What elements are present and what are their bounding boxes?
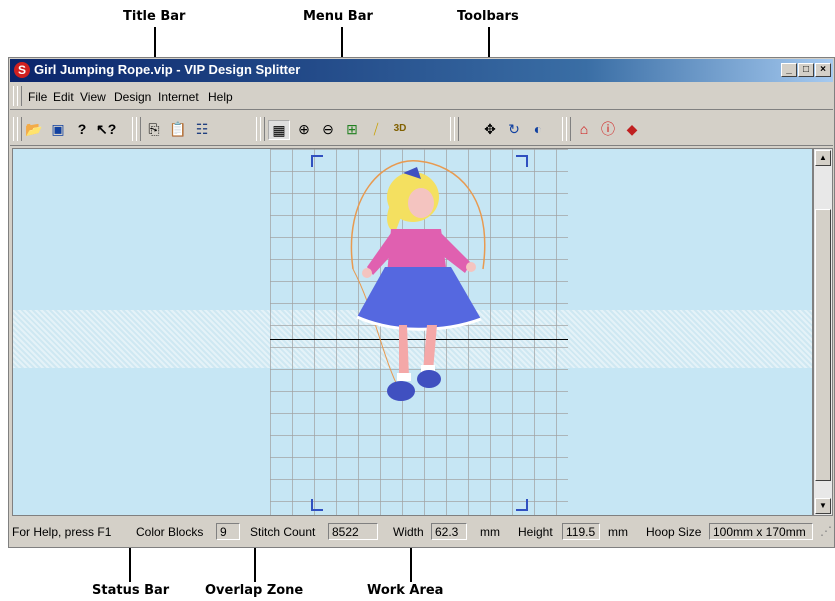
paste-icon[interactable]: 📋 [169,121,187,137]
zoom-in-icon[interactable]: ⊕ [298,121,310,137]
torso-icon [387,229,447,275]
rope-icon [350,160,486,270]
menu-bar: File Edit View Design Internet Help [10,84,833,110]
skirt-hem-icon [356,315,482,331]
hoop-corner-icon [311,155,323,167]
maximize-button[interactable]: □ [798,63,814,77]
home-icon[interactable]: ⌂ [579,121,589,137]
menu-file[interactable]: File [28,90,48,104]
hair-icon [387,199,401,233]
scroll-up-button[interactable]: ▲ [815,150,831,166]
toolbar-grip[interactable] [260,117,265,141]
grid-icon[interactable]: ▦ [268,120,290,140]
vertical-scrollbar[interactable]: ▲ ▼ [813,148,833,516]
callout-title-bar: Title Bar [123,9,186,24]
toolbar-grip[interactable] [454,117,459,141]
title-bar[interactable]: S Girl Jumping Rope.vip - VIP Design Spl… [10,59,833,82]
height-unit: mm [608,525,628,539]
toolbar-grip[interactable] [136,117,141,141]
app-logo-icon[interactable]: S [14,62,30,78]
context-help-icon[interactable]: ↖? [96,121,117,137]
shoe-icon [387,381,415,401]
minimize-button[interactable]: _ [781,63,797,77]
rope-icon [352,268,399,388]
sock-icon [421,365,435,373]
stitch-count-label: Stitch Count [250,525,316,539]
width-label: Width [393,525,424,539]
leg-icon [399,325,409,377]
callout-line-title [154,27,156,70]
split-line[interactable] [270,339,568,340]
hoop-size-label: Hoop Size [646,525,702,539]
menu-help[interactable]: Help [208,90,233,104]
camera-icon[interactable]: ▣ [51,121,65,137]
menu-internet[interactable]: Internet [158,90,199,104]
menu-view[interactable]: View [80,90,106,104]
toolbar-grip[interactable] [17,117,22,141]
resize-grip-icon[interactable]: ⋰ [820,524,832,538]
scroll-down-button[interactable]: ▼ [815,498,831,514]
scroll-thumb[interactable] [815,209,831,481]
rotate-icon[interactable]: ↻ [508,121,520,137]
stitch-count-value: 8522 [328,523,378,540]
arm-icon [439,233,471,273]
menu-design[interactable]: Design [114,90,152,104]
callout-toolbars: Toolbars [457,9,519,24]
zoom-out-icon[interactable]: ⊖ [322,121,334,137]
3d-icon[interactable]: 3D [393,123,407,134]
menu-edit[interactable]: Edit [53,90,74,104]
callout-menu-bar: Menu Bar [303,9,373,24]
leg-icon [423,325,437,371]
hoop-size-value: 100mm x 170mm [709,523,813,540]
hoop-corner-icon [516,499,528,511]
callout-status-bar: Status Bar [92,583,170,598]
embroidery-design[interactable] [343,157,493,419]
split-icon[interactable]: ◐ [533,121,543,137]
shoe-icon [417,370,441,388]
width-value: 62.3 [431,523,467,540]
status-help-text: For Help, press F1 [12,525,112,539]
help-icon[interactable]: ? [77,121,87,137]
height-value: 119.5 [562,523,600,540]
bow-icon [403,167,421,179]
menu-grip[interactable] [17,86,22,106]
hoop-corner-icon [516,155,528,167]
toolbar-grip[interactable] [566,117,571,141]
color-blocks-value: 9 [216,523,240,540]
face-icon [408,188,434,218]
callout-overlap-zone: Overlap Zone [205,583,304,598]
open-folder-icon[interactable]: 📂 [25,121,43,137]
color-blocks-label: Color Blocks [136,525,204,539]
height-label: Height [518,525,553,539]
hand-icon [362,268,372,278]
skirt-icon [357,267,481,330]
window-title: Girl Jumping Rope.vip - VIP Design Split… [34,62,301,77]
sock-icon [397,373,411,381]
stitch-icon[interactable]: ⧸ [373,121,379,137]
width-unit: mm [480,525,500,539]
hoop-corner-icon [311,499,323,511]
hand-icon [466,262,476,272]
zoom-fit-icon[interactable]: ⊞ [346,121,358,137]
copy-icon[interactable]: ⎘ [148,121,160,137]
properties-icon[interactable]: ☷ [195,121,209,137]
callout-line-status [129,531,131,582]
work-area[interactable] [12,148,813,516]
toolbar: 📂 ▣ ? ↖? ⎘ 📋 ☷ ▦ ⊕ ⊖ ⊞ ⧸ 3D ✥ ↻ ◐ ⌂ ⓘ ◆ [10,112,833,146]
close-button[interactable]: × [815,63,831,77]
info-icon[interactable]: ⓘ [601,121,615,137]
status-bar: For Help, press F1 Color Blocks 9 Stitch… [10,520,833,544]
move-icon[interactable]: ✥ [484,121,496,137]
book-icon[interactable]: ◆ [626,121,638,137]
app-window: S Girl Jumping Rope.vip - VIP Design Spl… [8,57,835,548]
callout-work-area: Work Area [367,583,444,598]
arm-icon [367,233,397,275]
